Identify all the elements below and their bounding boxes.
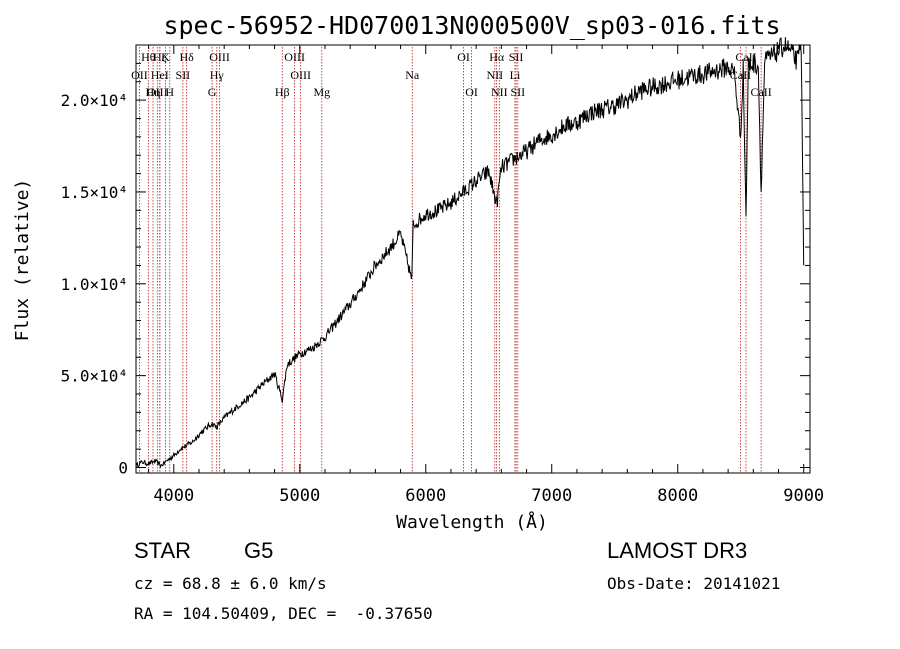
line-label: Hη — [146, 85, 161, 99]
line-label: SII — [511, 85, 526, 99]
x-tick-label: 6000 — [405, 486, 446, 506]
y-tick-label: 1.5×10⁴ — [61, 183, 128, 202]
line-label: OI — [465, 85, 478, 99]
x-axis-label: Wavelength (Å) — [396, 511, 548, 533]
line-label: G — [208, 85, 217, 99]
line-label: OIII — [147, 85, 168, 99]
x-axis: 4000 5000 6000 7000 8000 9000 — [148, 45, 824, 506]
line-label: OI — [457, 50, 470, 64]
plot-frame — [135, 44, 811, 474]
line-label: K — [161, 50, 170, 64]
redshift-text: cz = 68.8 ± 6.0 km/s — [134, 574, 327, 593]
line-label: Hδ — [179, 50, 194, 64]
line-label: NII — [486, 68, 503, 82]
x-tick-label: 9000 — [783, 486, 824, 506]
x-tick-label: 7000 — [531, 486, 572, 506]
line-label: Hγ — [210, 68, 225, 82]
y-tick-label: 5.0×10⁴ — [61, 367, 128, 386]
line-label: OII — [131, 68, 148, 82]
line-label: OIII — [209, 50, 230, 64]
line-label: SII — [176, 68, 191, 82]
spectrum-line — [135, 37, 805, 469]
line-label: Na — [405, 68, 420, 82]
line-label: HeI — [151, 68, 169, 82]
object-class: STAR — [134, 538, 192, 563]
y-tick-label: 1.0×10⁴ — [61, 275, 128, 294]
line-label: Li — [510, 68, 521, 82]
line-label: Mg — [313, 85, 330, 99]
y-axis-label: Flux (relative) — [12, 179, 33, 342]
survey-name: LAMOST DR3 — [607, 538, 748, 563]
line-label: CaII — [750, 85, 771, 99]
obs-date: Obs-Date: 20141021 — [607, 574, 781, 593]
coordinates-text: RA = 104.50409, DEC = -0.37650 — [134, 604, 433, 623]
x-tick-label: 4000 — [153, 486, 194, 506]
y-tick-label: 0 — [118, 458, 128, 477]
chart-title: spec-56952-HD070013N000500V_sp03-016.fit… — [163, 11, 780, 40]
line-label: NII — [491, 85, 508, 99]
spectrum-layer — [135, 37, 805, 469]
x-tick-label: 8000 — [657, 486, 698, 506]
line-label: SII — [509, 50, 524, 64]
object-subclass: G5 — [244, 538, 274, 563]
line-label: OIII — [284, 50, 305, 64]
line-label: Hβ — [275, 85, 290, 99]
line-label: H — [165, 85, 174, 99]
y-axis: 0 5.0×10⁴ 1.0×10⁴ 1.5×10⁴ 2.0×10⁴ — [61, 62, 810, 477]
y-tick-label: 2.0×10⁴ — [61, 91, 128, 110]
line-label: Hθ — [141, 50, 156, 64]
line-label: Hα — [489, 50, 505, 64]
x-tick-label: 5000 — [279, 486, 320, 506]
line-label: OIII — [290, 68, 311, 82]
